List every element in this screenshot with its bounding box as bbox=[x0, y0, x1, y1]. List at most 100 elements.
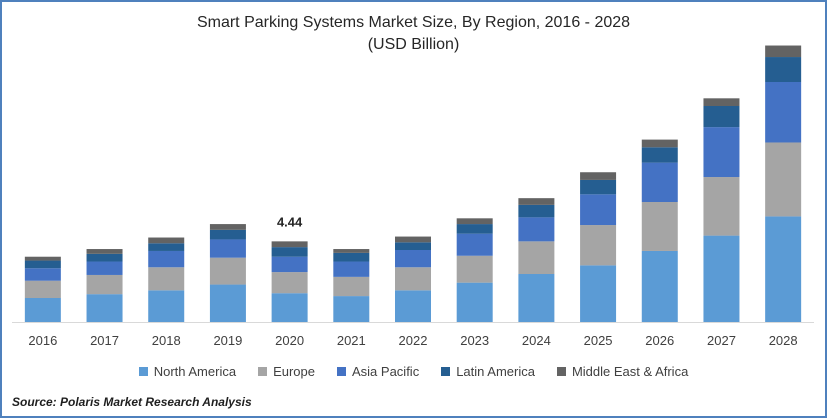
x-tick-label: 2027 bbox=[707, 333, 736, 348]
legend-item: Latin America bbox=[441, 364, 535, 379]
bar-segment bbox=[518, 204, 555, 218]
bar-segment bbox=[148, 237, 185, 244]
x-tick-label: 2016 bbox=[28, 333, 57, 348]
bar-segment bbox=[86, 253, 123, 262]
legend-swatch bbox=[556, 367, 566, 376]
bar-segment bbox=[333, 296, 370, 322]
bar-segment bbox=[86, 261, 123, 275]
bar-segment bbox=[456, 282, 493, 322]
legend-item: Middle East & Africa bbox=[556, 364, 689, 379]
bar-segment bbox=[580, 265, 617, 322]
bar-segment bbox=[333, 261, 370, 277]
bar-segment bbox=[148, 250, 185, 268]
legend-label: Middle East & Africa bbox=[571, 364, 689, 379]
bar-segment bbox=[24, 298, 61, 322]
bar-segment bbox=[395, 236, 431, 243]
bar-segment bbox=[395, 267, 431, 291]
bar-segment bbox=[580, 194, 617, 226]
bar-segment bbox=[24, 268, 61, 281]
x-tick-label: 2017 bbox=[90, 333, 119, 348]
bar-segment bbox=[271, 293, 308, 322]
x-tick-label: 2025 bbox=[584, 333, 613, 348]
bar-segment bbox=[271, 256, 308, 273]
bar-segment bbox=[86, 294, 123, 322]
bar-segment bbox=[703, 177, 740, 236]
legend-swatch bbox=[258, 367, 268, 376]
bar-segment bbox=[24, 256, 61, 261]
legend-item: North America bbox=[138, 364, 237, 379]
x-tick-label: 2019 bbox=[213, 333, 242, 348]
data-label: 4.44 bbox=[277, 214, 303, 229]
bar-segment bbox=[209, 257, 246, 285]
bar-segment bbox=[395, 290, 431, 322]
legend-swatch bbox=[138, 367, 148, 376]
x-tick-label: 2028 bbox=[769, 333, 798, 348]
chart-legend: North America Europe Asia Pacific Latin Ame… bbox=[2, 364, 825, 379]
bar-segment bbox=[271, 241, 308, 248]
chart-subtitle: (USD Billion) bbox=[367, 36, 460, 53]
x-tick-label: 2022 bbox=[399, 333, 428, 348]
bar-segment bbox=[580, 225, 617, 266]
bar-segment bbox=[24, 260, 61, 269]
bar-segment bbox=[641, 250, 678, 322]
chart-title: Smart Parking Systems Market Size, By Re… bbox=[196, 14, 631, 31]
bar-segment bbox=[518, 241, 555, 274]
source-note: Source: Polaris Market Research Analysis bbox=[12, 395, 252, 409]
bar-segment bbox=[395, 242, 431, 250]
x-tick-label: 2024 bbox=[522, 333, 551, 348]
legend-swatch bbox=[337, 367, 346, 376]
bar-segment bbox=[765, 82, 802, 143]
bar-segment bbox=[209, 229, 246, 240]
bar-segment bbox=[580, 172, 617, 180]
x-tick-label: 2021 bbox=[337, 333, 366, 348]
bar-segment bbox=[456, 233, 493, 256]
bar-segment bbox=[333, 249, 370, 253]
bar-segment bbox=[703, 106, 740, 128]
bar-segment bbox=[703, 235, 740, 322]
bar-segment bbox=[703, 127, 740, 178]
bar-segment bbox=[456, 255, 493, 283]
bar-segment bbox=[518, 198, 555, 205]
chart-title-block: Smart Parking Systems Market Size, By Re… bbox=[2, 12, 825, 56]
bar-segment bbox=[333, 252, 370, 262]
bar-segment bbox=[148, 290, 185, 322]
x-tick-label: 2018 bbox=[152, 333, 181, 348]
bar-segment bbox=[209, 239, 246, 258]
bar-segment bbox=[641, 202, 678, 251]
legend-swatch bbox=[441, 367, 451, 376]
x-tick-label: 2023 bbox=[460, 333, 489, 348]
legend-label: Europe bbox=[273, 364, 315, 379]
bar-segment bbox=[209, 224, 246, 230]
bar-segment bbox=[209, 284, 246, 322]
bar-segment bbox=[765, 216, 802, 322]
bar-segment bbox=[271, 272, 308, 294]
bar-segment bbox=[580, 179, 617, 195]
legend-item: Europe bbox=[258, 364, 315, 379]
bar-segment bbox=[148, 267, 185, 291]
legend-label: North America bbox=[153, 364, 237, 379]
bar-segment bbox=[456, 224, 493, 234]
bar-segment bbox=[765, 142, 802, 217]
bar-segment bbox=[641, 147, 678, 163]
bar-segment bbox=[271, 247, 308, 257]
bar-segment bbox=[456, 218, 493, 225]
bar-segment bbox=[333, 276, 370, 297]
legend-item: Asia Pacific bbox=[337, 364, 419, 379]
bar-segment bbox=[86, 249, 123, 254]
bar-segment bbox=[641, 162, 678, 202]
bar-segment bbox=[24, 280, 61, 298]
bar-segment bbox=[765, 45, 802, 58]
bar-segment bbox=[86, 274, 123, 295]
bar-segment bbox=[518, 274, 555, 322]
bar-segment bbox=[641, 139, 678, 148]
bar-segment bbox=[518, 217, 555, 242]
bar-segment bbox=[395, 250, 431, 268]
x-tick-label: 2020 bbox=[275, 333, 304, 348]
bar-segment bbox=[703, 98, 740, 106]
legend-label: Asia Pacific bbox=[352, 364, 420, 379]
x-tick-label: 2026 bbox=[645, 333, 674, 348]
legend-label: Latin America bbox=[456, 364, 535, 379]
bar-segment bbox=[148, 243, 185, 251]
